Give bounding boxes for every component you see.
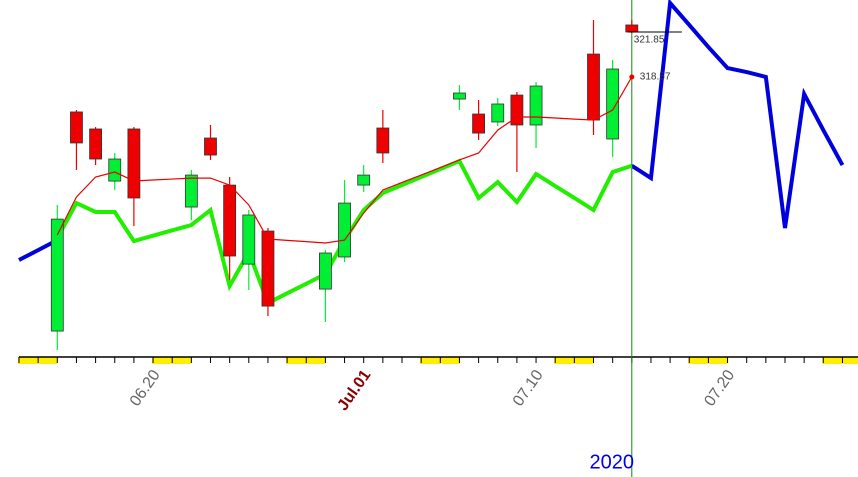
- ma-label: 318.57: [640, 72, 671, 83]
- weekend-band: [286, 357, 307, 364]
- year-label: 2020: [590, 451, 635, 473]
- candle-body: [491, 103, 505, 123]
- candle-body: [376, 127, 390, 154]
- candle-body: [606, 68, 620, 140]
- candle-body: [472, 113, 486, 134]
- weekend-band: [152, 357, 173, 364]
- candle-body: [50, 218, 64, 332]
- x-tick-label: Jul.01: [334, 367, 374, 414]
- weekend-band: [822, 357, 843, 364]
- candle-body: [318, 252, 332, 290]
- weekend-band: [573, 357, 594, 364]
- candle-body: [338, 202, 351, 258]
- candle-body: [242, 214, 256, 265]
- weekend-band: [37, 357, 58, 364]
- weekend-band: [420, 357, 441, 364]
- candle-body: [453, 92, 466, 100]
- candle-body: [625, 24, 639, 33]
- candle-body: [127, 128, 141, 199]
- ma-dot: [629, 74, 635, 80]
- candle-body: [89, 128, 102, 160]
- candle-body: [70, 111, 83, 144]
- candle-body: [357, 174, 371, 186]
- candle-body: [108, 158, 122, 182]
- x-tick-label: 06.20: [127, 367, 164, 410]
- candle-body: [184, 174, 198, 208]
- candle-body: [223, 184, 237, 257]
- weekend-band: [841, 357, 858, 364]
- weekend-band: [439, 357, 460, 364]
- weekend-band: [707, 357, 728, 364]
- weekend-band: [305, 357, 326, 364]
- candle-body: [587, 53, 600, 121]
- line-series: [56, 76, 633, 244]
- price-label: 321.85: [634, 35, 665, 46]
- x-tick-label: 07.10: [510, 367, 547, 410]
- weekend-band: [554, 357, 575, 364]
- weekend-band: [688, 357, 709, 364]
- weekend-band: [171, 357, 192, 364]
- candle-body: [529, 85, 543, 126]
- weekend-band: [18, 357, 39, 364]
- x-tick-label: 07.20: [701, 367, 738, 410]
- candle-body: [204, 137, 217, 156]
- candle-body: [261, 230, 275, 307]
